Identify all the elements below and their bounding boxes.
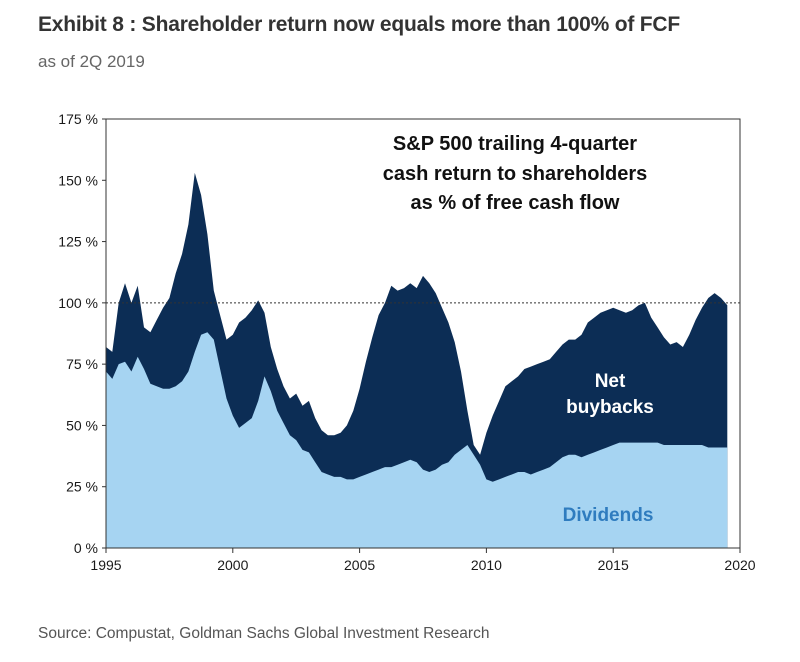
chart-title: Exhibit 8 : Shareholder return now equal… bbox=[38, 13, 681, 36]
x-tick-label: 2005 bbox=[344, 557, 375, 573]
y-tick-label: 175 % bbox=[58, 111, 98, 127]
label-buybacks: buybacks bbox=[566, 397, 654, 418]
x-tick-label: 1995 bbox=[90, 557, 121, 573]
y-tick-label: 100 % bbox=[58, 295, 98, 311]
x-tick-label: 2010 bbox=[471, 557, 502, 573]
y-tick-label: 50 % bbox=[66, 417, 98, 433]
label-dividends: Dividends bbox=[563, 505, 654, 526]
x-tick-label: 2000 bbox=[217, 557, 248, 573]
label-net: Net bbox=[595, 371, 626, 392]
chart-subtitle: as of 2Q 2019 bbox=[38, 52, 145, 71]
dividends-area bbox=[106, 332, 728, 548]
source-note: Source: Compustat, Goldman Sachs Global … bbox=[38, 625, 490, 642]
x-tick-label: 2015 bbox=[598, 557, 629, 573]
plot-frame bbox=[105, 118, 741, 549]
y-tick-label: 75 % bbox=[66, 356, 98, 372]
y-tick-label: 150 % bbox=[58, 172, 98, 188]
annotation-line-3: as % of free cash flow bbox=[411, 192, 620, 214]
y-tick-label: 25 % bbox=[66, 479, 98, 495]
annotation-line-2: cash return to shareholders bbox=[383, 163, 648, 185]
y-tick-label: 125 % bbox=[58, 234, 98, 250]
annotation-line-1: S&P 500 trailing 4-quarter bbox=[393, 133, 637, 155]
y-tick-label: 0 % bbox=[74, 540, 98, 556]
x-tick-label: 2020 bbox=[724, 557, 755, 573]
